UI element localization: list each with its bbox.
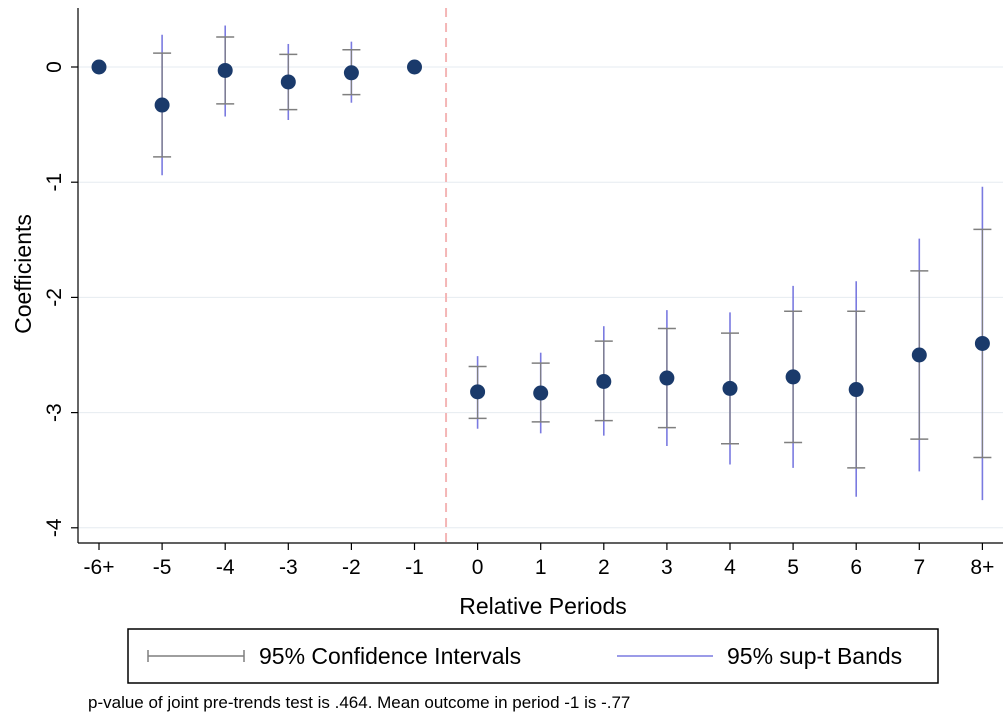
coefficient-markers (91, 59, 990, 401)
y-tick-label: -2 (43, 288, 66, 307)
coefficient-point (407, 59, 422, 75)
x-tick-label: -2 (342, 556, 361, 579)
x-tick-label: 8+ (970, 556, 994, 579)
sup-t-bands (161, 25, 984, 501)
x-tick-label: -3 (279, 556, 298, 579)
y-axis: 0 -1 -2 -3 -4 (43, 8, 79, 543)
coefficient-point (533, 385, 549, 401)
coefficient-point (659, 370, 675, 386)
x-axis-title: Relative Periods (459, 593, 626, 619)
coefficient-point (217, 62, 233, 78)
legend: 95% Confidence Intervals 95% sup-t Bands (127, 628, 939, 684)
x-tick-label: 0 (472, 556, 484, 579)
x-tick-label: -5 (153, 556, 172, 579)
x-tick-label: -6+ (84, 556, 115, 579)
x-tick-label: -4 (216, 556, 235, 579)
footnote: p-value of joint pre-trends test is .464… (88, 693, 630, 712)
coefficient-point (785, 369, 801, 385)
x-tick-label: 5 (787, 556, 799, 579)
coefficient-point (974, 335, 990, 351)
coefficient-point (470, 384, 486, 400)
y-tick-label: -1 (43, 173, 66, 192)
coefficient-point (596, 373, 612, 389)
confidence-intervals (153, 36, 992, 469)
x-tick-label: 4 (724, 556, 736, 579)
coefficient-point (911, 347, 927, 363)
coefficient-point (91, 59, 107, 75)
y-axis-title: Coefficients (10, 214, 36, 334)
legend-ci-swatch (147, 650, 245, 662)
x-tick-label: 6 (850, 556, 862, 579)
legend-box (127, 628, 939, 684)
x-tick-label: 7 (913, 556, 925, 579)
coefficient-point (154, 97, 170, 113)
coefficient-point (722, 380, 738, 396)
gridlines (78, 66, 1003, 529)
coefficient-point (280, 74, 296, 90)
x-tick-label: 3 (661, 556, 673, 579)
legend-ci-label: 95% Confidence Intervals (259, 643, 521, 669)
legend-supt-label: 95% sup-t Bands (727, 643, 902, 669)
y-tick-label: -3 (43, 403, 66, 422)
y-tick-label: 0 (43, 61, 66, 73)
x-tick-label: 1 (535, 556, 547, 579)
coefficient-point (343, 65, 359, 81)
y-tick-label: -4 (43, 518, 66, 537)
x-axis: -6+ -5 -4 -3 -2 -1 0 1 2 3 4 5 6 7 8+ (78, 542, 1003, 579)
x-tick-label: 2 (598, 556, 610, 579)
coefficient-point (848, 382, 864, 398)
x-tick-label: -1 (405, 556, 424, 579)
